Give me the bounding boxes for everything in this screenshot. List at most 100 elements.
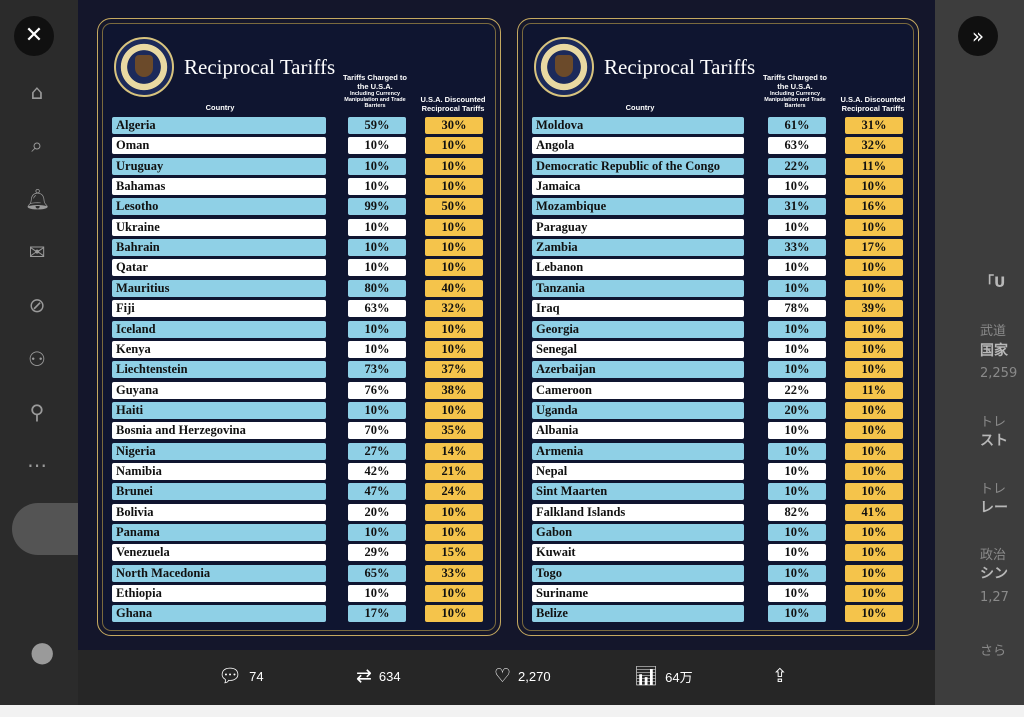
communities-icon[interactable]: ⚇ <box>28 347 46 371</box>
reciprocal-cell: 10% <box>845 422 903 440</box>
reciprocal-cell: 10% <box>425 239 483 257</box>
country-cell: Lesotho <box>112 198 326 216</box>
country-cell: Guyana <box>112 381 326 399</box>
reciprocal-cell: 10% <box>845 279 903 297</box>
reciprocal-cell: 10% <box>425 401 483 419</box>
trend-title[interactable]: レー <box>980 500 1008 516</box>
country-header: Country <box>625 103 655 112</box>
repost-button[interactable]: ⇄ 634 <box>356 666 401 686</box>
like-button[interactable]: ♡ 2,270 <box>494 666 551 686</box>
show-more-link[interactable]: さら <box>980 644 1007 659</box>
reciprocal-cell: 10% <box>425 157 483 175</box>
reciprocal-cell: 10% <box>845 218 903 236</box>
charged-cell: 10% <box>348 259 406 277</box>
country-cell: Georgia <box>532 320 744 338</box>
charged-cell: 42% <box>348 462 406 480</box>
reciprocal-cell: 10% <box>845 259 903 277</box>
charged-cell: 20% <box>348 503 406 521</box>
presidential-seal-icon <box>534 37 594 97</box>
reciprocal-cell: 10% <box>845 605 903 623</box>
views-button[interactable]: 📊︎ 64万 <box>634 666 693 686</box>
charged-cell: 29% <box>348 544 406 562</box>
charged-cell: 10% <box>348 401 406 419</box>
reply-button[interactable]: 💬︎ 74 <box>218 666 264 686</box>
charged-cell: 10% <box>768 422 826 440</box>
charged-cell: 22% <box>768 157 826 175</box>
country-cell: Brunei <box>112 483 326 501</box>
trend-category: 武道 <box>980 324 1007 339</box>
charged-cell: 70% <box>348 422 406 440</box>
reciprocal-cell: 14% <box>425 442 483 460</box>
trend-count: 2,259 <box>980 366 1018 381</box>
reciprocal-cell: 10% <box>845 564 903 582</box>
charged-cell: 61% <box>768 117 826 134</box>
reciprocal-cell: 50% <box>425 198 483 216</box>
country-cell: Haiti <box>112 401 326 419</box>
reciprocal-cell: 33% <box>425 564 483 582</box>
country-cell: Nepal <box>532 462 744 480</box>
charged-cell: 27% <box>348 442 406 460</box>
charged-cell: 17% <box>348 605 406 623</box>
views-icon: 📊︎ <box>634 665 659 687</box>
charged-cell: 22% <box>768 381 826 399</box>
country-cell: Ghana <box>112 605 326 623</box>
browser-status-bar <box>0 705 1024 717</box>
charged-cell: 10% <box>348 137 406 155</box>
country-cell: Albania <box>532 422 744 440</box>
sidebar-nav-dimmed: ⌂ ⌕ 🔔︎ ✉ ⊘ ⚇ ⚲ ⋯ ● <box>0 0 78 717</box>
country-cell: Cameroon <box>532 381 744 399</box>
charged-cell: 10% <box>768 462 826 480</box>
more-icon[interactable]: ⋯ <box>27 453 47 477</box>
tariff-panel-left: Reciprocal Tariffs Country Tariffs Charg… <box>97 18 501 636</box>
charged-cell: 59% <box>348 117 406 134</box>
notifications-icon[interactable]: 🔔︎ <box>25 187 51 211</box>
country-cell: Zambia <box>532 239 744 257</box>
charged-cell: 47% <box>348 483 406 501</box>
reciprocal-cell: 10% <box>425 503 483 521</box>
trend-title[interactable]: スト <box>980 433 1008 449</box>
trend-category: トレ <box>980 415 1007 430</box>
country-header: Country <box>205 103 235 112</box>
country-cell: Uruguay <box>112 157 326 175</box>
country-cell: Senegal <box>532 340 744 358</box>
expand-icon[interactable]: » <box>958 16 998 56</box>
share-button[interactable]: ⇪ <box>772 666 788 686</box>
panel-title: Reciprocal Tariffs <box>184 55 336 79</box>
country-cell: Namibia <box>112 462 326 480</box>
charged-cell: 10% <box>768 361 826 379</box>
post-button[interactable] <box>12 503 78 555</box>
charged-cell: 10% <box>348 524 406 541</box>
reciprocal-cell: 24% <box>425 483 483 501</box>
reciprocal-cell: 11% <box>845 381 903 399</box>
country-cell: Kenya <box>112 340 326 358</box>
trend-title[interactable]: シン <box>980 566 1008 582</box>
reciprocal-cell: 17% <box>845 239 903 257</box>
reciprocal-cell: 10% <box>425 259 483 277</box>
messages-icon[interactable]: ✉ <box>28 240 46 264</box>
country-cell: Iceland <box>112 320 326 338</box>
trend-title[interactable]: 国家 <box>980 343 1008 359</box>
reply-icon: 💬︎ <box>218 665 243 687</box>
discounted-header: U.S.A. Discounted Reciprocal Tariffs <box>420 95 486 113</box>
presidential-seal-icon <box>114 37 174 97</box>
search-icon[interactable]: ⌕ <box>31 133 43 157</box>
charged-cell: 10% <box>768 585 826 603</box>
charged-cell: 63% <box>768 137 826 155</box>
avatar[interactable]: ● <box>30 635 55 668</box>
reciprocal-cell: 10% <box>425 137 483 155</box>
tariff-image[interactable]: Reciprocal Tariffs Country Tariffs Charg… <box>78 0 935 650</box>
close-button[interactable]: ✕ <box>14 16 54 56</box>
charged-cell: 10% <box>348 178 406 196</box>
country-cell: Liechtenstein <box>112 361 326 379</box>
profile-icon[interactable]: ⚲ <box>29 400 45 424</box>
reciprocal-cell: 35% <box>425 422 483 440</box>
country-cell: Lebanon <box>532 259 744 277</box>
country-cell: Bosnia and Herzegovina <box>112 422 326 440</box>
country-cell: Belize <box>532 605 744 623</box>
charged-cell: 10% <box>348 157 406 175</box>
grok-icon[interactable]: ⊘ <box>28 293 46 317</box>
reciprocal-cell: 16% <box>845 198 903 216</box>
home-icon[interactable]: ⌂ <box>30 80 44 104</box>
charged-cell: 31% <box>768 198 826 216</box>
repost-count: 634 <box>378 668 401 684</box>
